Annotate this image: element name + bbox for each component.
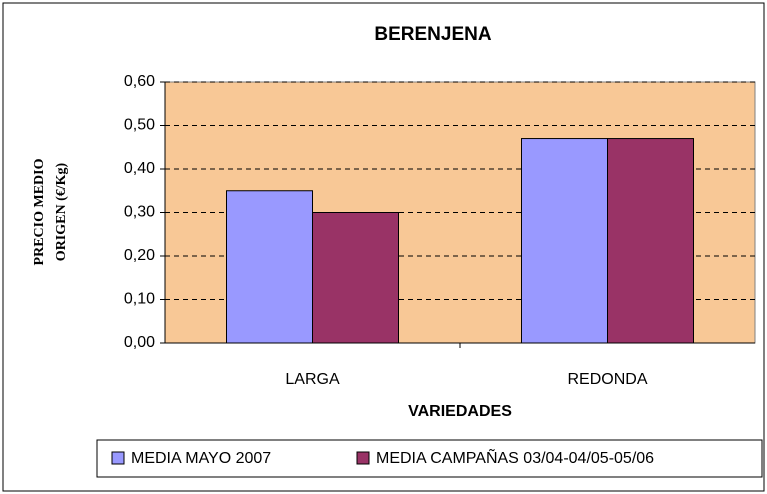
y-tick-label: 0,20 [124,247,155,264]
legend-label: MEDIA MAYO 2007 [131,450,271,467]
legend-swatch [111,451,125,465]
y-tick-label: 0,50 [124,117,155,134]
y-tick-label: 0,60 [124,73,155,90]
bar [226,190,313,344]
bar [521,138,608,344]
y-tick-label: 0,10 [124,291,155,308]
bar [312,212,399,344]
y-axis-label: PRECIO MEDIO [32,158,47,265]
y-tick-label: 0,00 [124,334,155,351]
y-tick-label: 0,40 [124,160,155,177]
legend-swatch [356,451,370,465]
bar [607,138,694,344]
x-tick-label: LARGA [285,371,340,388]
y-axis-label: ORIGEN (€/Kg) [54,162,69,261]
legend-label: MEDIA CAMPAÑAS 03/04-04/05-05/06 [376,447,654,467]
legend-box [96,439,763,478]
chart-title: BERENJENA [374,24,491,45]
y-tick-label: 0,30 [124,204,155,221]
x-tick-label: REDONDA [567,371,647,388]
x-axis-label: VARIEDADES [408,403,512,420]
